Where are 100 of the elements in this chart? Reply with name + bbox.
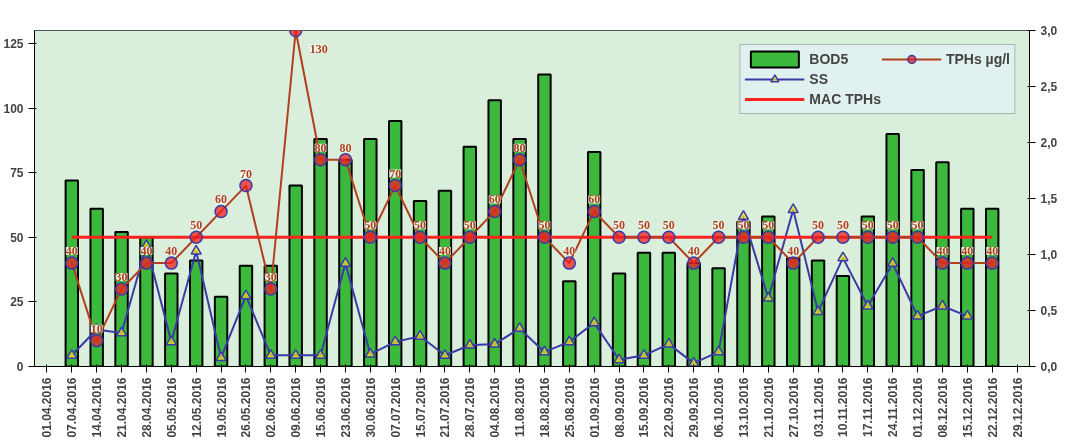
data-label: 70: [239, 166, 252, 181]
x-tick-label: 21.10.2016: [761, 377, 776, 438]
data-label: 40: [986, 244, 999, 259]
data-label: 50: [414, 218, 427, 233]
point: [961, 309, 974, 320]
x-tick-label: 12.05.2016: [189, 377, 204, 438]
x-tick-label: 21.04.2016: [115, 377, 130, 438]
point: [736, 230, 751, 245]
y2-tick-label: 1,5: [1040, 192, 1058, 206]
point: [190, 244, 202, 255]
data-label: 130: [309, 41, 328, 56]
y-tick-label: 25: [10, 295, 24, 310]
data-label: 50: [737, 218, 750, 233]
x-tick-label: 21.07.2016: [438, 377, 453, 438]
data-label: 40: [961, 244, 974, 259]
point: [886, 256, 899, 268]
point: [165, 335, 178, 346]
x-tick-label: 25.08.2016: [562, 377, 577, 438]
data-label: 60: [215, 192, 228, 207]
x-tick-label: 28.07.2016: [463, 377, 478, 438]
point: [812, 305, 824, 316]
x-tick-label: 26.05.2016: [239, 377, 254, 438]
point: [389, 335, 401, 346]
x-tick-label: 27.10.2016: [786, 377, 801, 438]
point: [538, 345, 551, 356]
data-label: 50: [364, 218, 377, 233]
data-label: 80: [339, 140, 352, 155]
data-label: 50: [886, 218, 899, 233]
x-tick-label: 07.07.2016: [388, 377, 403, 438]
x-tick-label: 08.09.2016: [612, 377, 627, 438]
data-label: 50: [762, 218, 775, 233]
point: [612, 230, 626, 245]
y2-tick-label: 2,0: [1040, 136, 1058, 150]
data-label: 70: [389, 166, 402, 181]
legend-label: SS: [809, 71, 830, 87]
point: [613, 353, 625, 364]
point: [836, 230, 850, 245]
point: [588, 316, 600, 327]
x-tick-label: 17.11.2016: [861, 377, 876, 437]
y2-tick-label: 3,0: [1040, 24, 1058, 38]
data-label: 50: [662, 218, 675, 233]
point: [787, 203, 799, 214]
x-tick-label: 01.04.2016: [40, 377, 55, 438]
point: [885, 230, 900, 245]
x-tick-label: 15.09.2016: [637, 377, 652, 438]
point: [638, 348, 650, 359]
x-tick-label: 29.09.2016: [687, 377, 702, 438]
legend-label: TPHs µg/l: [945, 51, 1010, 67]
point: [936, 299, 949, 310]
data-label: 50: [613, 218, 626, 233]
data-label: 50: [637, 218, 650, 233]
y-tick-label: 125: [3, 36, 24, 51]
data-label: 50: [538, 218, 551, 233]
data-label: 50: [836, 218, 849, 233]
legend-label: MAC TPHs: [809, 91, 881, 107]
x-tick-label: 04.08.2016: [488, 377, 503, 438]
point: [364, 347, 377, 358]
y2-tick-label: 0,5: [1040, 304, 1058, 318]
point: [215, 351, 227, 362]
data-label: 80: [314, 140, 327, 155]
x-tick-label: 06.10.2016: [712, 377, 727, 438]
y2-tick-label: 1,0: [1040, 248, 1058, 262]
point: [811, 230, 825, 245]
y-tick-label: 100: [3, 101, 24, 116]
x-tick-label: 22.09.2016: [662, 377, 677, 438]
point: [413, 230, 427, 245]
point: [314, 348, 327, 359]
point: [414, 329, 426, 340]
x-tick-label: 18.08.2016: [537, 377, 552, 438]
point: [861, 230, 875, 245]
x-tick-label: 23.06.2016: [338, 377, 353, 438]
point: [911, 309, 924, 320]
point: [115, 326, 128, 337]
x-tick-label: 15.07.2016: [413, 377, 428, 438]
x-tick-label: 13.10.2016: [736, 377, 751, 438]
data-label: 50: [463, 218, 476, 233]
point: [537, 230, 552, 245]
x-tick-label: 01.12.2016: [911, 377, 926, 438]
point: [737, 209, 750, 221]
point: [189, 230, 203, 245]
point: [662, 230, 676, 245]
data-label: 30: [264, 269, 277, 284]
data-label: 60: [588, 192, 601, 207]
x-tick-label: 15.06.2016: [314, 377, 329, 438]
y-tick-label: 0: [16, 360, 24, 374]
x-tick-label: 01.09.2016: [587, 377, 602, 438]
x-tick-label: 10.11.2016: [836, 377, 851, 437]
x-tick-label: 30.06.2016: [363, 377, 378, 438]
data-label: 50: [911, 218, 924, 233]
y-tick-label: 75: [10, 166, 24, 181]
data-label: 40: [165, 244, 178, 259]
point: [862, 299, 874, 310]
point: [513, 321, 526, 333]
point: [463, 230, 477, 245]
point: [464, 338, 476, 349]
data-label: 10: [90, 321, 103, 336]
x-tick-label: 22.12.2016: [985, 377, 1000, 438]
y2-tick-label: 2,5: [1040, 80, 1058, 94]
x-tick-label: 24.11.2016: [886, 377, 901, 437]
point: [837, 251, 849, 262]
